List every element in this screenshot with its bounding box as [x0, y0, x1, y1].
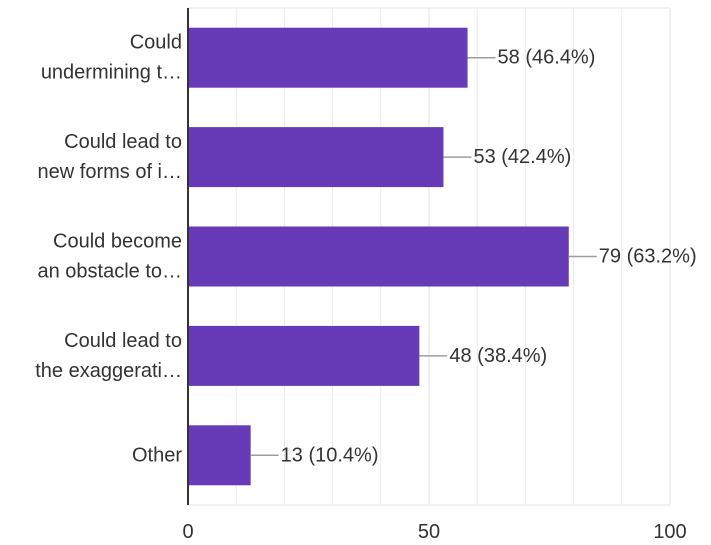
category-label-line: undermining t… [41, 62, 182, 84]
category-label-line: Could [130, 32, 182, 54]
x-tick-label: 50 [418, 521, 440, 543]
data-label: 48 (38.4%) [449, 345, 547, 367]
category-label-line: new forms of i… [38, 161, 182, 183]
category-label: Other [132, 444, 182, 466]
data-label: 79 (63.2%) [599, 246, 697, 268]
category-label: Could undermining t… [41, 32, 182, 84]
category-label-line: Could lead to [64, 330, 182, 352]
x-tick-label: 0 [182, 521, 193, 543]
x-tick-label: 100 [653, 521, 686, 543]
category-label: Could lead to new forms of i… [38, 131, 182, 183]
bar [188, 27, 468, 88]
leader-lines [250, 56, 597, 457]
bar [188, 325, 420, 386]
bar [188, 226, 569, 287]
bar [188, 127, 444, 188]
category-label: Could lead to the exaggerati… [35, 330, 182, 382]
category-label-line: Other [132, 444, 182, 466]
category-label: Could become an obstacle to… [37, 231, 182, 283]
category-label-line: Could become [53, 231, 182, 253]
category-label-line: an obstacle to… [37, 261, 182, 283]
labels: 58 (46.4%) Could undermining t… 53 (42.4%) C… [35, 32, 696, 543]
bar [188, 425, 251, 486]
data-label: 58 (46.4%) [498, 47, 596, 69]
category-label-line: the exaggerati… [35, 360, 182, 382]
data-label: 13 (10.4%) [281, 444, 379, 466]
bars [188, 27, 569, 486]
data-label: 53 (42.4%) [473, 146, 571, 168]
category-label-line: Could lead to [64, 131, 182, 153]
